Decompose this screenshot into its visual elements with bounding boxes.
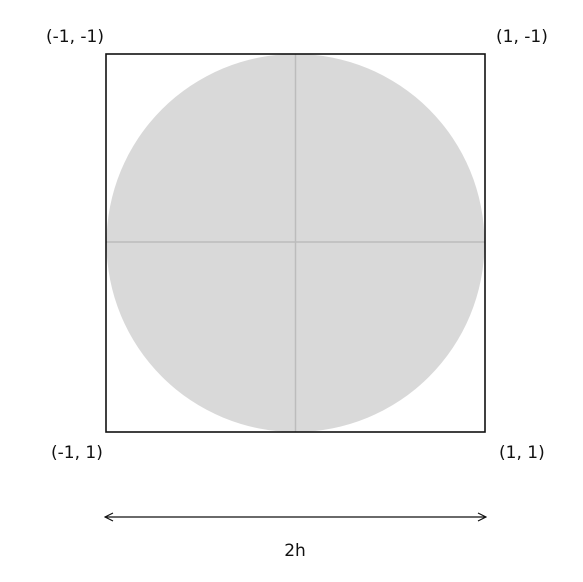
corner-label-bottom-right: (1, 1) xyxy=(499,443,545,463)
corner-label-top-right: (1, -1) xyxy=(496,27,548,47)
corner-label-bottom-left: (-1, 1) xyxy=(51,443,103,463)
width-label: 2h xyxy=(284,541,306,561)
bounding-square xyxy=(105,53,486,433)
corner-label-top-left: (-1, -1) xyxy=(46,27,104,47)
